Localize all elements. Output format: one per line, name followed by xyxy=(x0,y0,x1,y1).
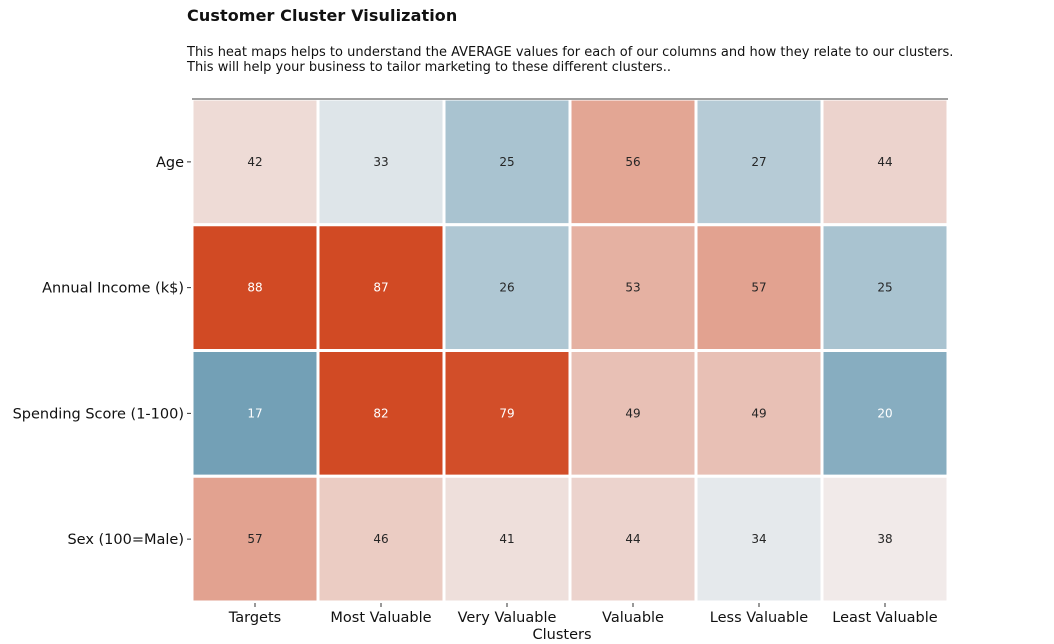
cell-value-label: 46 xyxy=(373,532,388,546)
cell-value-label: 25 xyxy=(877,281,892,295)
chart-title: Customer Cluster Visulization xyxy=(187,6,458,25)
x-tick-label: Less Valuable xyxy=(710,610,808,626)
y-tick-label: Age xyxy=(156,155,184,171)
cell-value-label: 34 xyxy=(751,532,766,546)
cell-value-label: 56 xyxy=(625,155,640,169)
cell-value-label: 87 xyxy=(373,281,388,295)
cell-value-label: 20 xyxy=(877,406,892,420)
heatmap-cell xyxy=(820,474,950,604)
heatmap-cell xyxy=(568,349,698,478)
description-line-1: This heat maps helps to understand the A… xyxy=(187,45,954,60)
y-tick-label: Spending Score (1-100) xyxy=(13,406,184,422)
heatmap-cell xyxy=(190,349,320,478)
y-tick-label: Annual Income (k$) xyxy=(42,281,184,297)
cell-value-label: 88 xyxy=(247,281,262,295)
y-tick-label: Sex (100=Male) xyxy=(67,532,184,548)
cell-value-label: 49 xyxy=(625,406,640,420)
x-tick-label: Valuable xyxy=(602,610,664,626)
x-tick-label: Targets xyxy=(228,610,281,626)
cell-value-label: 57 xyxy=(247,532,262,546)
chart-description: This heat maps helps to understand the A… xyxy=(187,45,953,75)
cell-value-label: 38 xyxy=(877,532,892,546)
cell-value-label: 17 xyxy=(247,406,262,420)
heatmap-cell xyxy=(820,349,950,478)
cell-value-label: 26 xyxy=(499,281,514,295)
heatmap-cell xyxy=(442,223,572,352)
cell-value-label: 49 xyxy=(751,406,766,420)
heatmap-cell xyxy=(442,474,572,604)
x-tick-label: Most Valuable xyxy=(330,610,431,626)
cell-value-label: 82 xyxy=(373,406,388,420)
heatmap-cell xyxy=(820,223,950,352)
cell-value-label: 27 xyxy=(751,155,766,169)
cell-value-label: 44 xyxy=(877,155,892,169)
cell-value-label: 53 xyxy=(625,281,640,295)
heatmap-cell xyxy=(190,474,320,604)
heatmap-cell xyxy=(190,97,320,227)
cell-value-label: 44 xyxy=(625,532,640,546)
heatmap-cell xyxy=(694,349,824,478)
cell-value-label: 79 xyxy=(499,406,514,420)
heatmap-cell xyxy=(568,474,698,604)
description-line-2: This will help your business to tailor m… xyxy=(187,60,671,75)
cell-value-label: 57 xyxy=(751,281,766,295)
heatmap-cell xyxy=(694,223,824,352)
cell-value-label: 42 xyxy=(247,155,262,169)
heatmap-cell xyxy=(694,474,824,604)
x-tick-label: Very Valuable xyxy=(458,610,557,626)
heatmap-cell xyxy=(190,223,320,352)
heatmap-cell xyxy=(442,349,572,478)
x-axis-label: Clusters xyxy=(532,627,591,643)
cell-value-label: 25 xyxy=(499,155,514,169)
cell-value-label: 41 xyxy=(499,532,514,546)
heatmap-cell xyxy=(316,474,446,604)
cell-value-label: 33 xyxy=(373,155,388,169)
x-tick-label: Least Valuable xyxy=(832,610,937,626)
